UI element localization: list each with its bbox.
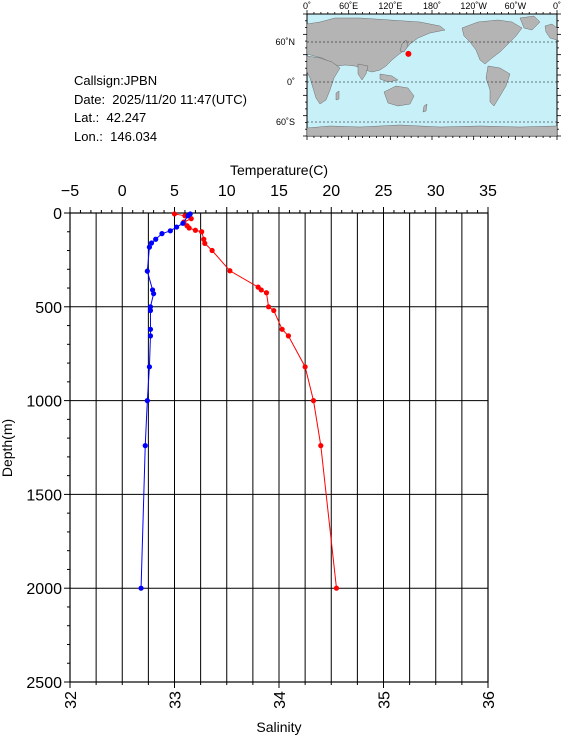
salinity-data-point xyxy=(142,443,148,449)
salinity-axis-title: Salinity xyxy=(256,719,301,735)
date-text: Date: 2025/11/20 11:47(UTC) xyxy=(74,91,247,107)
temperature-tick-label: 5 xyxy=(170,183,179,200)
temperature-data-point xyxy=(201,236,207,242)
temperature-data-point xyxy=(263,290,270,296)
salinity-data-point xyxy=(153,236,159,242)
map-graticule xyxy=(307,41,557,123)
salinity-data-point xyxy=(144,398,150,404)
salinity-tick-label: 34 xyxy=(272,691,289,709)
salinity-data-point xyxy=(180,220,186,226)
temperature-tick-labels: −5 0 5 10 15 20 25 30 35 xyxy=(61,183,497,200)
callsign-text: Callsign:JPBN xyxy=(74,73,158,88)
data-series xyxy=(138,211,340,591)
depth-tick-label: 1500 xyxy=(26,487,62,504)
map-longitude-labels: 0˚ 60˚E 120˚E 180˚ 120˚W 60˚W 0˚ xyxy=(303,1,561,11)
depth-tick-label: 2500 xyxy=(26,675,62,692)
station-info: Callsign:JPBN Date: 2025/11/20 11:47(UTC… xyxy=(74,72,247,146)
temperature-tick-label: 15 xyxy=(270,183,288,200)
salinity-data-point xyxy=(147,333,154,339)
temperature-data-point xyxy=(192,227,198,233)
map-longitude-label: 120˚E xyxy=(378,1,402,11)
salinity-data-point xyxy=(144,268,150,274)
map-latitude-label: 60˚N xyxy=(275,37,295,47)
station-marker xyxy=(405,50,412,57)
map-longitude-label: 0˚ xyxy=(303,1,311,11)
salinity-data-point xyxy=(149,287,156,293)
salinity-data-point xyxy=(147,307,154,314)
temperature-data-point xyxy=(271,307,277,314)
salinity-tick-label: 36 xyxy=(481,691,498,709)
temperature-axis-title: Temperature(C) xyxy=(230,162,328,178)
temperature-data-point xyxy=(318,443,324,449)
temperature-tick-label: 10 xyxy=(218,183,236,200)
map-longitude-label: 0˚ xyxy=(553,1,561,11)
longitude-text: Lon.: 146.034 xyxy=(74,128,158,144)
temperature-data-point xyxy=(265,304,272,310)
map-land xyxy=(306,15,558,137)
salinity-profile-line xyxy=(140,213,191,589)
salinity-data-point xyxy=(151,291,157,297)
depth-tick-labels: 0 500 1000 1500 2000 2500 xyxy=(26,206,62,692)
salinity-data-point xyxy=(173,224,180,230)
map-latitude-label: 60˚S xyxy=(276,117,295,127)
temperature-data-point xyxy=(181,219,187,225)
temperature-data-point xyxy=(302,364,308,370)
axis-ticks xyxy=(64,207,489,688)
map-latitude-labels: 60˚N 0˚ 60˚S xyxy=(275,37,295,127)
temperature-data-point xyxy=(188,216,194,222)
depth-axis-title: Depth(m) xyxy=(0,419,15,477)
temperature-tick-label: 25 xyxy=(375,183,393,200)
temperature-data-point xyxy=(258,287,264,293)
salinity-tick-labels: 32 33 34 35 36 xyxy=(63,691,498,709)
temperature-data-point xyxy=(310,398,317,404)
salinity-data-point xyxy=(146,364,153,370)
salinity-data-point xyxy=(185,213,191,219)
salinity-data-point xyxy=(187,211,193,217)
location-map: 0˚ 60˚E 120˚E 180˚ 120˚W 60˚W 0˚ 60˚N 0˚ 60˚S xyxy=(275,1,561,140)
latitude-text: Lat.: 42.247 xyxy=(74,110,147,125)
map-latitude-label: 0˚ xyxy=(287,77,295,87)
salinity-data-point xyxy=(167,228,173,234)
map-longitude-label: 60˚E xyxy=(339,1,358,11)
depth-tick-label: 2000 xyxy=(26,581,62,598)
map-longitude-label: 120˚W xyxy=(460,1,487,11)
map-longitude-label: 60˚W xyxy=(505,1,527,11)
temperature-data-point xyxy=(171,211,178,217)
salinity-data-point xyxy=(147,326,154,332)
temperature-data-point xyxy=(186,225,192,231)
salinity-data-point xyxy=(148,240,155,246)
temperature-tick-label: 20 xyxy=(322,183,340,200)
plot-frame xyxy=(69,212,489,683)
temperature-data-point xyxy=(199,229,205,235)
temperature-data-point xyxy=(182,213,188,219)
temperature-data-point xyxy=(184,223,190,229)
depth-tick-label: 500 xyxy=(35,300,62,317)
salinity-data-point xyxy=(159,231,165,237)
temperature-tick-label: −5 xyxy=(61,183,79,200)
temperature-tick-label: 0 xyxy=(118,183,127,200)
depth-tick-label: 0 xyxy=(53,206,62,223)
temperature-data-point xyxy=(202,240,208,246)
salinity-tick-label: 35 xyxy=(377,691,394,709)
chart-grid xyxy=(70,213,488,682)
salinity-tick-label: 33 xyxy=(168,691,185,709)
temperature-tick-label: 30 xyxy=(427,183,445,200)
salinity-data-point xyxy=(147,304,154,310)
temperature-tick-label: 35 xyxy=(479,183,497,200)
temperature-data-point xyxy=(209,247,215,254)
salinity-data-point xyxy=(138,585,144,591)
map-frame-ticks xyxy=(303,10,561,140)
temperature-data-point xyxy=(285,333,292,339)
depth-tick-label: 1000 xyxy=(26,394,62,411)
temperature-profile-line xyxy=(174,213,337,589)
map-longitude-label: 180˚ xyxy=(423,1,441,11)
temperature-data-point xyxy=(255,284,261,290)
temperature-data-point xyxy=(333,585,340,591)
temperature-data-point xyxy=(279,326,285,332)
salinity-data-point xyxy=(146,244,153,250)
salinity-tick-label: 32 xyxy=(63,691,80,709)
temperature-data-point xyxy=(227,268,233,274)
